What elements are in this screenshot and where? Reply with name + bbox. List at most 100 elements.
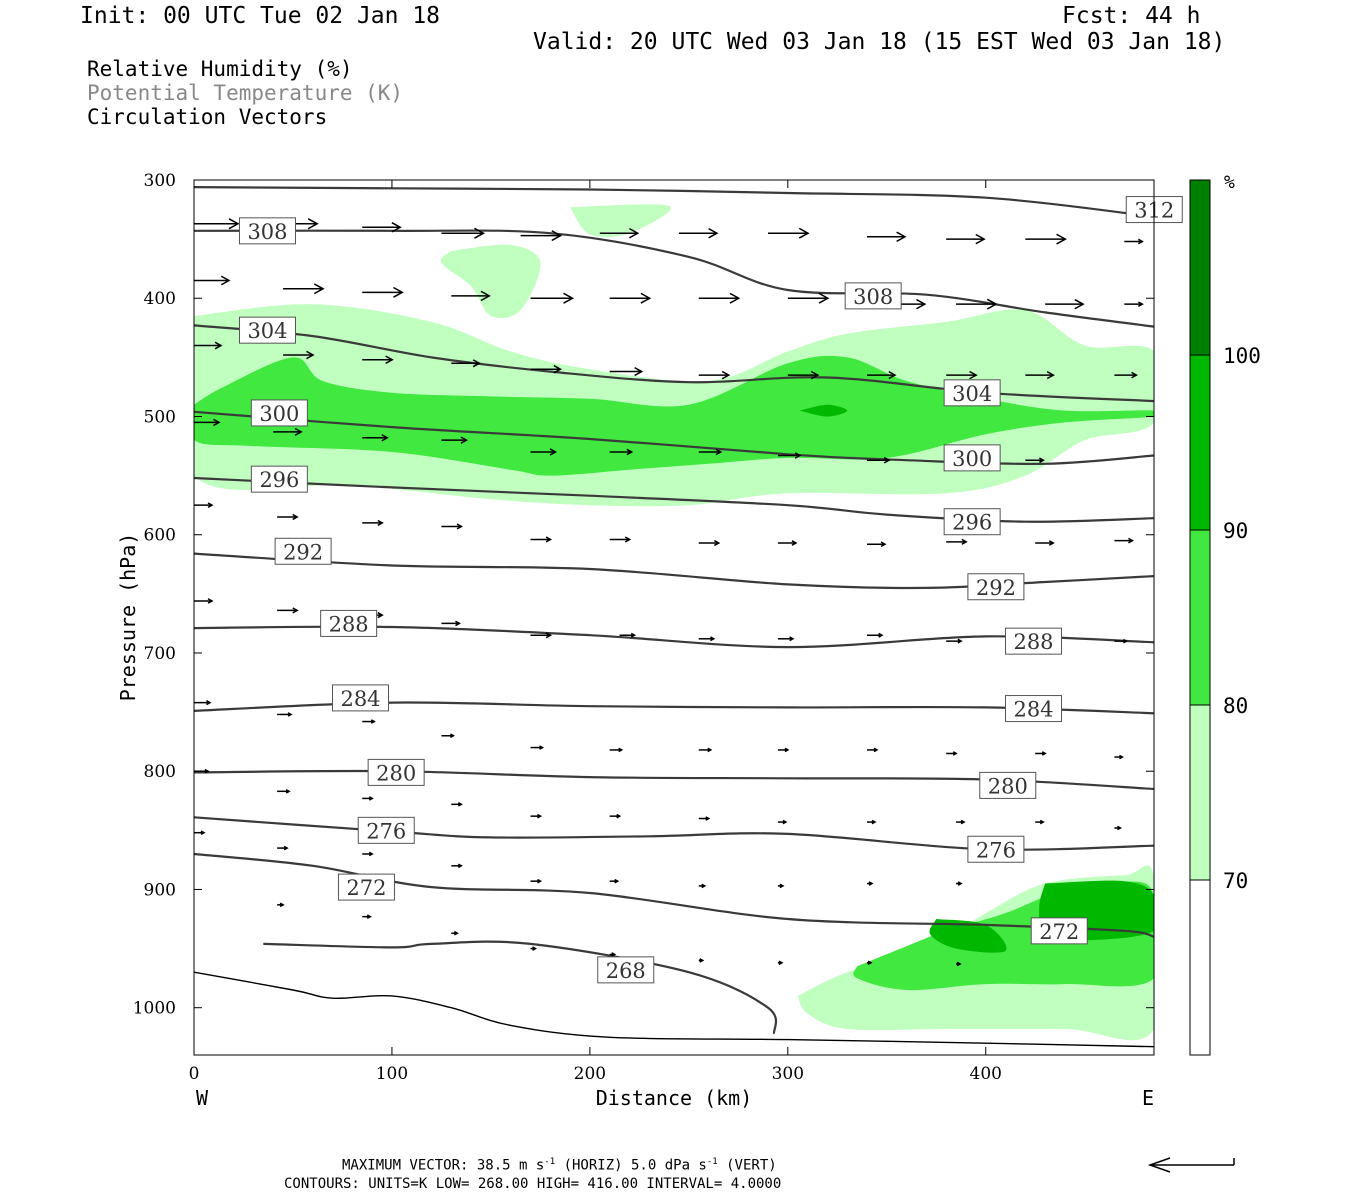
circulation-vector: [777, 452, 802, 459]
circulation-vector: [609, 747, 624, 753]
circulation-vector: [362, 796, 374, 801]
plot-frame: [193, 179, 1155, 1056]
circulation-vector: [277, 513, 299, 521]
colorbar-segment: [1190, 355, 1210, 530]
colorbar-unit: %: [1224, 172, 1235, 193]
circulation-vector: [520, 230, 563, 242]
circulation-vector: [441, 523, 463, 530]
x-axis-west-label: W: [196, 1086, 209, 1110]
circulation-vector: [451, 863, 463, 869]
init-time: Init: 00 UTC Tue 02 Jan 18: [80, 3, 441, 29]
circulation-vector: [946, 751, 958, 756]
circulation-vector: [866, 632, 884, 638]
forecast-hour: Fcst: 44 h: [1062, 3, 1201, 29]
x-tick-label: 200: [574, 1064, 606, 1084]
colorbar-level-label: 90: [1223, 519, 1248, 543]
circulation-vector: [1025, 371, 1055, 380]
x-axis-label: Distance (km): [596, 1086, 753, 1110]
circulation-vector: [194, 830, 206, 836]
theta-label-text: 288: [329, 612, 369, 636]
circulation-vector: [362, 519, 384, 526]
max-vector-text: MAXIMUM VECTOR: 38.5 m s-1 (HORIZ) 5.0 d…: [342, 1157, 777, 1174]
circulation-vector: [530, 632, 553, 639]
circulation-vector: [1114, 825, 1122, 831]
circulation-vector: [777, 540, 798, 546]
theta-contour-268: [263, 940, 778, 1034]
theta-label-text: 300: [259, 402, 299, 426]
rh-region-90: [929, 919, 1007, 953]
theta-label-text: 280: [376, 761, 416, 785]
circulation-vector: [946, 538, 968, 545]
colorbar-segment: [1190, 880, 1210, 1055]
circulation-vector: [787, 370, 820, 380]
circulation-vector: [768, 227, 810, 239]
circulation-vector: [777, 636, 795, 642]
circulation-vector: [777, 747, 790, 753]
theta-label-text: 296: [259, 468, 299, 492]
max-vector-exp-vert: -1: [706, 1157, 718, 1167]
theta-label: 296: [943, 508, 1001, 536]
y-tick-label: 800: [144, 762, 176, 782]
circulation-vector: [609, 952, 617, 957]
theta-label-text: 272: [346, 876, 386, 900]
circulation-vector: [866, 456, 891, 464]
circulation-vector: [1025, 457, 1045, 464]
y-tick-label: 600: [144, 526, 176, 546]
circulation-vector: [619, 632, 637, 638]
max-vector-arrow: [1147, 1157, 1235, 1173]
x-tick-label: 100: [376, 1064, 408, 1084]
circulation-vector: [362, 355, 394, 365]
theta-label-text: 296: [952, 511, 992, 535]
circulation-vector: [362, 914, 372, 919]
theta-contour-312: [194, 186, 1154, 218]
circulation-vector: [956, 881, 963, 886]
circulation-vector: [777, 960, 784, 966]
theta-label-text: 304: [952, 382, 992, 406]
circulation-vector: [441, 436, 468, 444]
circulation-vector: [362, 434, 389, 442]
circulation-vector: [194, 598, 214, 604]
circulation-vector: [609, 448, 634, 456]
circulation-vector: [1025, 233, 1067, 245]
circulation-vector: [1035, 819, 1045, 825]
circulation-vector: [1045, 298, 1085, 310]
circulation-vector: [599, 227, 640, 239]
circulation-vector: [787, 292, 830, 304]
circulation-vector: [1124, 301, 1144, 307]
circulation-vector: [283, 350, 315, 360]
circulation-vector: [194, 502, 214, 509]
circulation-vector: [609, 367, 644, 377]
theta-label-text: 284: [340, 687, 380, 711]
legend-theta: Potential Temperature (K): [87, 81, 404, 105]
circulation-vector: [1114, 638, 1128, 644]
y-tick-label: 700: [144, 644, 176, 664]
circulation-vector: [777, 819, 788, 825]
colorbar-segment: [1190, 180, 1210, 355]
circulation-vector: [678, 227, 719, 239]
theta-label-text: 292: [283, 540, 323, 564]
theta-label: 296: [250, 465, 308, 493]
circulation-vector: [277, 902, 285, 908]
theta-label-text: 272: [1039, 920, 1079, 944]
circulation-vector: [609, 813, 622, 819]
circulation-vector: [530, 536, 553, 543]
circulation-vector: [530, 878, 543, 884]
theta-label: 284: [332, 684, 390, 712]
y-tick-label: 500: [144, 407, 176, 427]
circulation-vector: [866, 371, 897, 380]
y-tick-label: 1000: [133, 999, 176, 1019]
circulation-vector: [698, 747, 713, 753]
theta-label: 292: [274, 537, 332, 565]
x-tick-label: 0: [189, 1064, 200, 1084]
circulation-vector: [698, 883, 707, 889]
theta-label: 288: [320, 609, 378, 637]
circulation-vector: [698, 370, 731, 380]
valid-time: Valid: 20 UTC Wed 03 Jan 18 (15 EST Wed …: [533, 29, 1226, 55]
theta-label-text: 308: [853, 285, 893, 309]
max-vector-vert: (HORIZ) 5.0 dPa s: [555, 1157, 707, 1174]
max-vector-exp-horiz: -1: [544, 1157, 556, 1167]
circulation-vector: [946, 370, 978, 380]
theta-label: 284: [1005, 695, 1063, 723]
theta-label-text: 284: [1013, 698, 1053, 722]
